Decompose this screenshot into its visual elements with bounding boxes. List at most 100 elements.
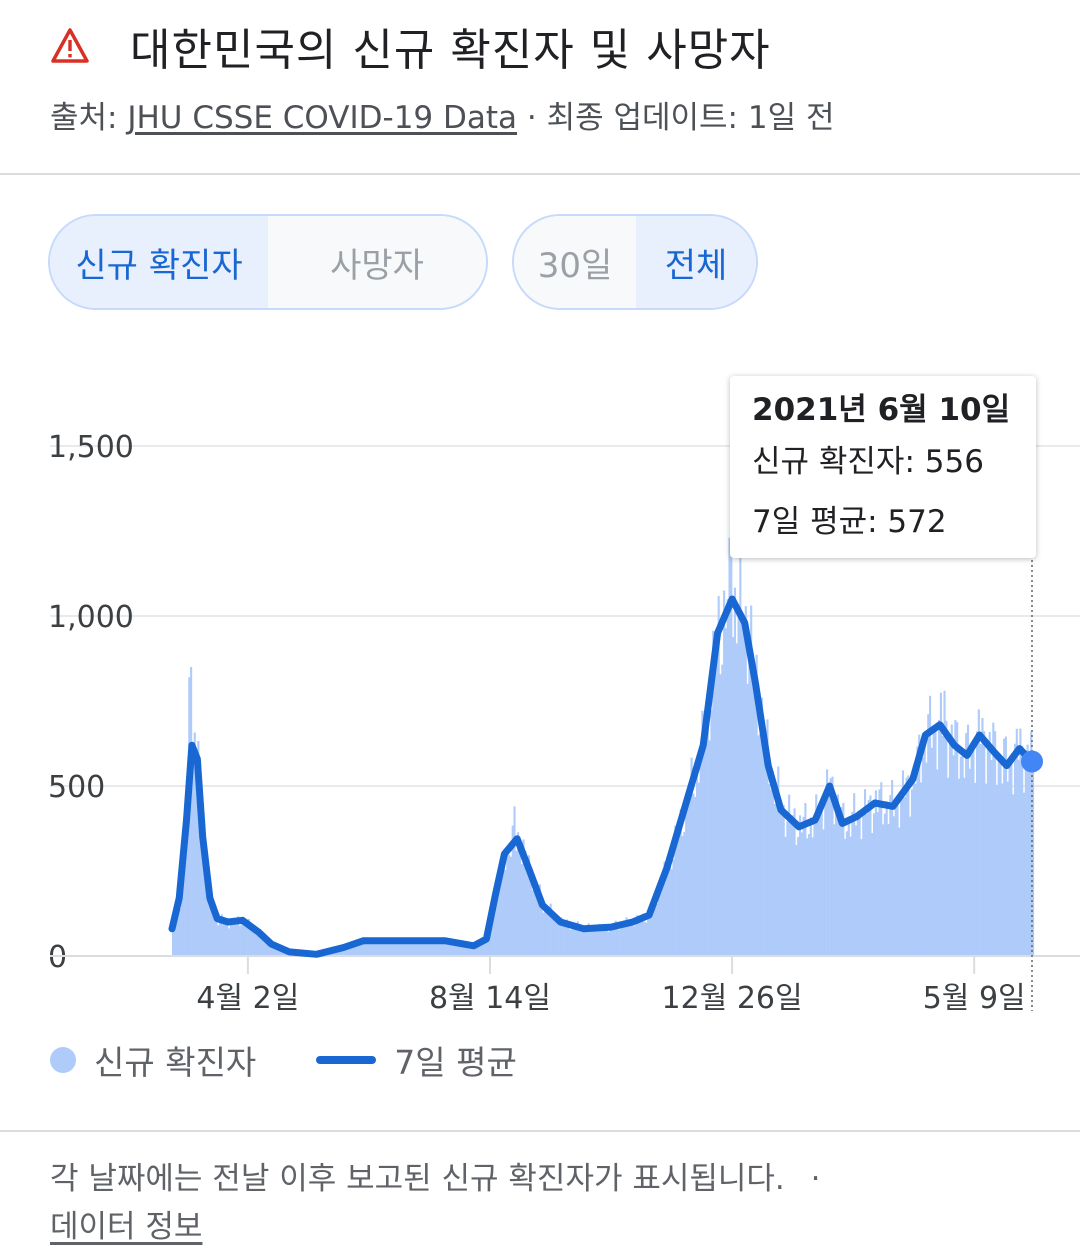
daily-case-bar xyxy=(831,776,834,956)
title-row: 대한민국의 신규 확진자 및 사망자 xyxy=(50,14,771,78)
x-tick-label: 4월 2일 xyxy=(196,981,299,1016)
daily-case-bar xyxy=(627,922,630,956)
daily-case-bar xyxy=(181,879,184,956)
daily-case-bar xyxy=(771,771,774,956)
daily-case-bar xyxy=(965,733,968,956)
daily-case-bar xyxy=(508,855,511,956)
daily-case-bar xyxy=(408,939,411,956)
daily-case-bar xyxy=(824,802,827,956)
daily-case-bar xyxy=(206,878,209,956)
toggle-all[interactable]: 전체 xyxy=(636,216,756,308)
daily-case-bar xyxy=(240,922,243,956)
daily-case-bar xyxy=(656,903,659,956)
data-info-link[interactable]: 데이터 정보 xyxy=(50,1209,203,1245)
daily-case-bar xyxy=(417,943,420,956)
daily-case-bar xyxy=(419,940,422,956)
daily-case-bar xyxy=(415,940,419,956)
toggle-new-cases[interactable]: 신규 확진자 xyxy=(50,216,268,308)
daily-case-bar xyxy=(1013,743,1017,956)
daily-case-bar xyxy=(547,913,550,956)
daily-case-bar xyxy=(374,941,377,956)
daily-case-bar xyxy=(918,734,921,956)
daily-case-bar xyxy=(995,784,998,956)
daily-case-bar xyxy=(390,943,393,956)
daily-case-bar xyxy=(242,919,245,956)
daily-case-bar xyxy=(453,942,456,956)
daily-case-bar xyxy=(800,832,803,956)
daily-case-bar xyxy=(883,813,886,956)
daily-case-bar xyxy=(471,946,475,956)
daily-case-bar xyxy=(596,931,599,956)
daily-case-bar xyxy=(542,912,545,956)
daily-case-bar xyxy=(634,925,637,956)
daily-case-bar xyxy=(860,839,863,956)
source-link[interactable]: JHU CSSE COVID-19 Data xyxy=(127,100,518,136)
daily-case-bar xyxy=(833,824,836,956)
daily-case-bar xyxy=(878,789,881,956)
cases-chart[interactable]: 0 500 1,000 1,500 4월 2일 8월 14일 12월 26일 5월 9일 xyxy=(0,330,1080,1030)
daily-case-bar xyxy=(592,926,596,956)
daily-case-bar xyxy=(891,780,894,956)
daily-case-bar xyxy=(943,690,946,956)
daily-case-bar xyxy=(685,793,688,956)
daily-case-bar xyxy=(959,756,962,956)
daily-case-bar xyxy=(856,818,859,956)
daily-case-bar xyxy=(876,812,879,956)
daily-case-bar xyxy=(545,911,549,956)
daily-case-bar xyxy=(387,938,390,956)
daily-case-bar xyxy=(479,942,482,956)
daily-case-bar xyxy=(504,869,507,956)
daily-case-bar xyxy=(231,918,234,956)
daily-case-bar xyxy=(358,944,361,956)
daily-case-bar xyxy=(244,925,247,956)
daily-case-bar xyxy=(612,926,615,956)
daily-case-bar xyxy=(269,941,272,956)
daily-case-bar xyxy=(692,793,695,956)
daily-case-bar xyxy=(983,731,986,956)
daily-case-bar xyxy=(614,920,617,956)
daily-case-bar xyxy=(905,777,908,956)
daily-case-bar xyxy=(784,836,787,956)
daily-case-bar xyxy=(719,674,722,956)
toggle-deaths[interactable]: 사망자 xyxy=(268,216,486,308)
daily-case-bar xyxy=(977,709,980,956)
daily-case-bar xyxy=(985,783,988,956)
daily-case-bar xyxy=(394,940,397,956)
daily-case-bar xyxy=(370,939,373,956)
tooltip-average: 7일 평균: 572 xyxy=(752,504,947,540)
daily-case-bar xyxy=(961,749,964,956)
daily-case-bar xyxy=(441,940,444,956)
daily-case-bar xyxy=(193,732,196,956)
toggle-30-days[interactable]: 30일 xyxy=(514,216,636,308)
daily-case-bar xyxy=(470,945,473,956)
daily-case-bar xyxy=(233,923,236,956)
daily-case-bar xyxy=(885,801,888,956)
daily-case-bar xyxy=(699,760,702,956)
daily-case-bar xyxy=(645,922,648,956)
daily-case-bar xyxy=(237,916,240,956)
daily-case-bar xyxy=(255,934,258,956)
daily-case-bar xyxy=(399,938,402,956)
y-tick-label: 500 xyxy=(48,770,105,805)
daily-case-bar xyxy=(853,793,856,956)
highlight-point xyxy=(1021,750,1043,773)
range-toggle: 30일 전체 xyxy=(512,214,758,310)
daily-case-bar xyxy=(262,934,265,956)
daily-case-bar xyxy=(444,943,447,956)
daily-case-bar xyxy=(1010,764,1013,956)
daily-case-bar xyxy=(844,838,847,956)
daily-case-bar xyxy=(473,944,476,956)
daily-case-bar xyxy=(786,821,789,956)
daily-case-bar xyxy=(835,813,838,956)
daily-case-bar xyxy=(721,664,724,956)
daily-case-bar xyxy=(1030,731,1033,956)
daily-case-bar xyxy=(218,918,222,956)
y-tick-label: 1,000 xyxy=(48,600,134,635)
daily-case-bar xyxy=(988,731,991,956)
daily-case-bar xyxy=(361,939,364,956)
daily-case-bar xyxy=(511,825,514,956)
daily-case-bar xyxy=(714,659,717,956)
daily-case-bar xyxy=(927,714,930,956)
daily-case-bar xyxy=(247,919,250,956)
daily-case-bar xyxy=(1032,766,1035,956)
